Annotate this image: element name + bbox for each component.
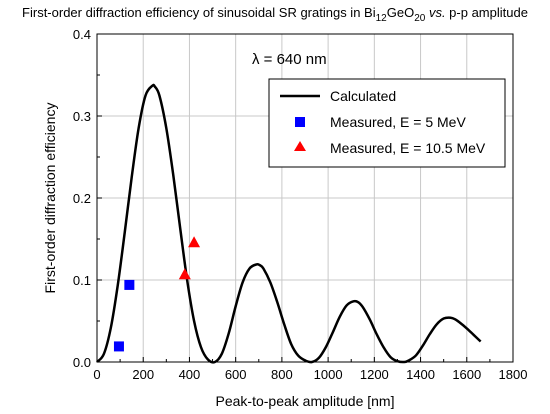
legend-label-10-5mev: Measured, E = 10.5 MeV (330, 140, 486, 156)
ticks: 0 200 400 600 800 1000 1200 1400 1600 1800 0.0 0.1 0… (73, 27, 528, 382)
chart-title-italic-vs: vs. (425, 5, 445, 20)
x-tick-label: 200 (132, 367, 154, 382)
x-tick-label: 800 (271, 367, 293, 382)
legend-label-5mev: Measured, E = 5 MeV (330, 114, 466, 130)
legend-label-calculated: Calculated (330, 88, 396, 104)
x-tick-label: 400 (179, 367, 201, 382)
chart-title-part-3: p-p amplitude (446, 5, 528, 20)
y-tick-label: 0.3 (73, 109, 91, 124)
chart-title-subscript-1: 12 (376, 13, 388, 24)
x-tick-label: 600 (225, 367, 247, 382)
chart-title-subscript-2: 20 (414, 13, 426, 24)
calculated-curve (96, 83, 482, 364)
y-tick-label: 0.2 (73, 191, 91, 206)
x-tick-label: 1400 (406, 367, 435, 382)
chart-title: First-order diffraction efficiency of si… (22, 5, 528, 24)
y-tick-label: 0.1 (73, 273, 91, 288)
x-tick-label: 1800 (499, 367, 528, 382)
x-tick-label: 1000 (314, 367, 343, 382)
legend-box (268, 78, 506, 168)
plot-layer (96, 83, 482, 364)
wavelength-annotation: λ = 640 nm (252, 51, 327, 68)
chart-title-part-2: GeO (387, 5, 414, 20)
x-tick-label: 0 (93, 367, 100, 382)
y-tick-label: 0.4 (73, 27, 91, 42)
y-axis-title: First-order diffraction efficiency (42, 103, 58, 294)
x-tick-label: 1600 (452, 367, 481, 382)
x-tick-label: 1200 (360, 367, 389, 382)
measured-5mev-point (124, 279, 135, 290)
legend: Calculated Measured, E = 5 MeV Measured,… (268, 78, 506, 168)
measured-10-5mev-point (188, 236, 201, 248)
legend-marker-10-5mev (294, 141, 306, 151)
legend-marker-5mev (295, 117, 305, 127)
x-axis-title: Peak-to-peak amplitude [nm] (216, 393, 395, 409)
measured-5mev-point (113, 341, 124, 352)
y-tick-label: 0.0 (73, 355, 91, 370)
chart-title-part-1: First-order diffraction efficiency of si… (22, 5, 376, 20)
measured-10-5mev-point (178, 268, 191, 280)
